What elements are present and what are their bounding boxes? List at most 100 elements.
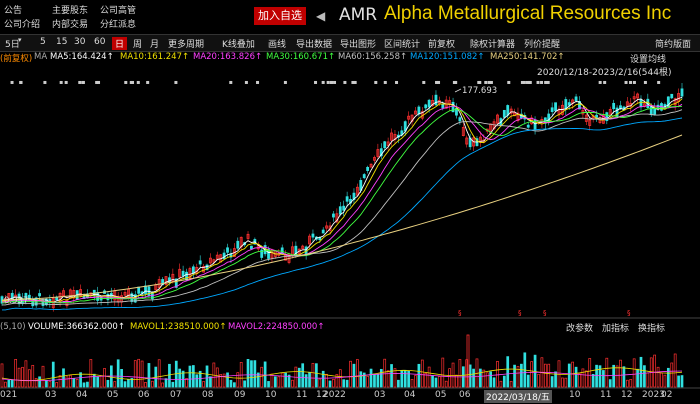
- period-monthly[interactable]: 月: [150, 40, 160, 50]
- more-periods[interactable]: 更多周期: [168, 40, 205, 50]
- event-marker: ▪: [452, 79, 456, 86]
- event-marker: ▪: [330, 79, 334, 86]
- forward-adjust[interactable]: 前复权: [428, 40, 456, 50]
- volume-bar: [362, 372, 366, 388]
- volume-bar: [226, 372, 229, 388]
- volume-bar: [86, 381, 89, 388]
- period-5day[interactable]: 5日: [5, 40, 20, 50]
- ma20-value: MA20:163.826↑: [193, 52, 263, 62]
- volume-bar: [537, 373, 540, 388]
- volume-bar: [328, 380, 332, 388]
- period-daily[interactable]: 日: [112, 37, 128, 50]
- volume-bar: [584, 370, 588, 388]
- kline-overlay[interactable]: K线叠加: [222, 40, 255, 50]
- volume-bar: [202, 381, 205, 388]
- volume-bar: [608, 379, 612, 388]
- nav-company-intro[interactable]: 公司介绍: [4, 20, 41, 30]
- volume-bar: [45, 379, 48, 388]
- export-chart[interactable]: 导出图形: [340, 40, 377, 50]
- volume-bar: [564, 377, 568, 388]
- period-5min[interactable]: 5: [40, 37, 46, 47]
- export-data[interactable]: 导出数据: [296, 40, 333, 50]
- volume-bar: [598, 365, 602, 388]
- draw-line[interactable]: 画线: [268, 40, 287, 50]
- volume-bar: [414, 375, 417, 388]
- period-60min[interactable]: 60: [94, 37, 106, 47]
- volume-bar: [342, 379, 346, 388]
- volume-bar: [151, 380, 154, 388]
- chevron-down-icon[interactable]: ▾: [18, 36, 22, 44]
- time-axis-label: 09: [234, 390, 246, 400]
- volume-bar: [677, 375, 680, 388]
- simple-layout[interactable]: 简约版面: [655, 40, 692, 50]
- nav-insider-trading[interactable]: 内部交易: [52, 20, 89, 30]
- time-axis-label: 021: [0, 390, 18, 400]
- switch-indicator-button[interactable]: 换指标: [638, 324, 666, 334]
- range-stats[interactable]: 区间统计: [384, 40, 421, 50]
- time-axis-label: 11: [600, 390, 612, 400]
- volume-bar: [48, 381, 52, 388]
- volume-bar: [260, 366, 264, 388]
- volume-bar: [311, 362, 315, 388]
- signal-marker: §: [518, 309, 522, 317]
- volume-bar: [466, 334, 470, 388]
- time-axis-label: 08: [202, 390, 214, 400]
- volume-bar: [75, 378, 79, 388]
- price-alert[interactable]: 列价提醒: [524, 40, 561, 50]
- event-marker: ▪: [326, 79, 330, 86]
- period-weekly[interactable]: 周: [133, 40, 143, 50]
- ma-settings-button[interactable]: 设置均线: [630, 55, 667, 65]
- nav-announcements[interactable]: 公告: [4, 6, 23, 16]
- volume-bar: [393, 368, 397, 388]
- event-marker: ▪: [657, 79, 661, 86]
- volume-bar: [612, 364, 616, 388]
- add-to-watchlist-button[interactable]: 加入自选: [254, 7, 306, 25]
- event-marker: ▪: [136, 79, 140, 86]
- volume-bar: [516, 366, 520, 388]
- event-marker: ▪: [435, 79, 439, 86]
- nav-major-shareholders[interactable]: 主要股东: [52, 6, 89, 16]
- add-indicator-button[interactable]: 加指标: [602, 324, 630, 334]
- volume-bar: [489, 371, 492, 388]
- event-marker: ▪: [374, 79, 378, 86]
- ma10-value: MA10:161.247↑: [120, 52, 190, 62]
- volume-bar: [321, 370, 325, 388]
- time-axis-label: 05: [435, 390, 447, 400]
- nav-executives[interactable]: 公司高管: [100, 6, 137, 16]
- event-marker: ▪: [283, 79, 287, 86]
- date-range-label: 2020/12/18-2023/2/16(544根): [537, 68, 672, 78]
- volume-bar: [420, 359, 424, 388]
- mavol2-line: [1, 370, 683, 382]
- volume-bar: [369, 368, 373, 388]
- volume-bar: [496, 361, 499, 388]
- volume-bar: [605, 357, 609, 388]
- event-marker: ▪: [525, 79, 529, 86]
- volume-bar: [550, 376, 554, 388]
- event-marker: ▪: [546, 79, 550, 86]
- back-arrow-icon[interactable]: ◀: [316, 9, 326, 23]
- event-marker: ▪: [314, 79, 318, 86]
- event-marker: ▪: [603, 79, 607, 86]
- volume-bar: [24, 360, 28, 388]
- volume-bar: [390, 364, 393, 388]
- event-marker: ▪: [229, 79, 233, 86]
- event-marker: ▪: [130, 79, 134, 86]
- event-marker: ▪: [478, 79, 482, 86]
- volume-bar: [55, 382, 59, 388]
- volume-bar: [622, 366, 626, 388]
- volume-bar: [222, 373, 226, 388]
- ticker-symbol: AMR: [339, 5, 378, 25]
- edit-params-button[interactable]: 改参数: [566, 324, 594, 334]
- nav-dividends[interactable]: 分红派息: [100, 20, 137, 30]
- period-15min[interactable]: 15: [56, 37, 68, 47]
- volume-bar: [485, 372, 489, 388]
- volume-bar: [451, 362, 455, 388]
- event-marker: ▪: [489, 79, 493, 86]
- volume-bar: [602, 370, 605, 388]
- volume-bar: [567, 363, 571, 388]
- volume-bar: [256, 372, 260, 388]
- period-30min[interactable]: 30: [74, 37, 86, 47]
- volume-bar: [646, 372, 650, 388]
- event-marker: ▪: [383, 79, 387, 86]
- ex-rights-calculator[interactable]: 除权计算器: [470, 40, 516, 50]
